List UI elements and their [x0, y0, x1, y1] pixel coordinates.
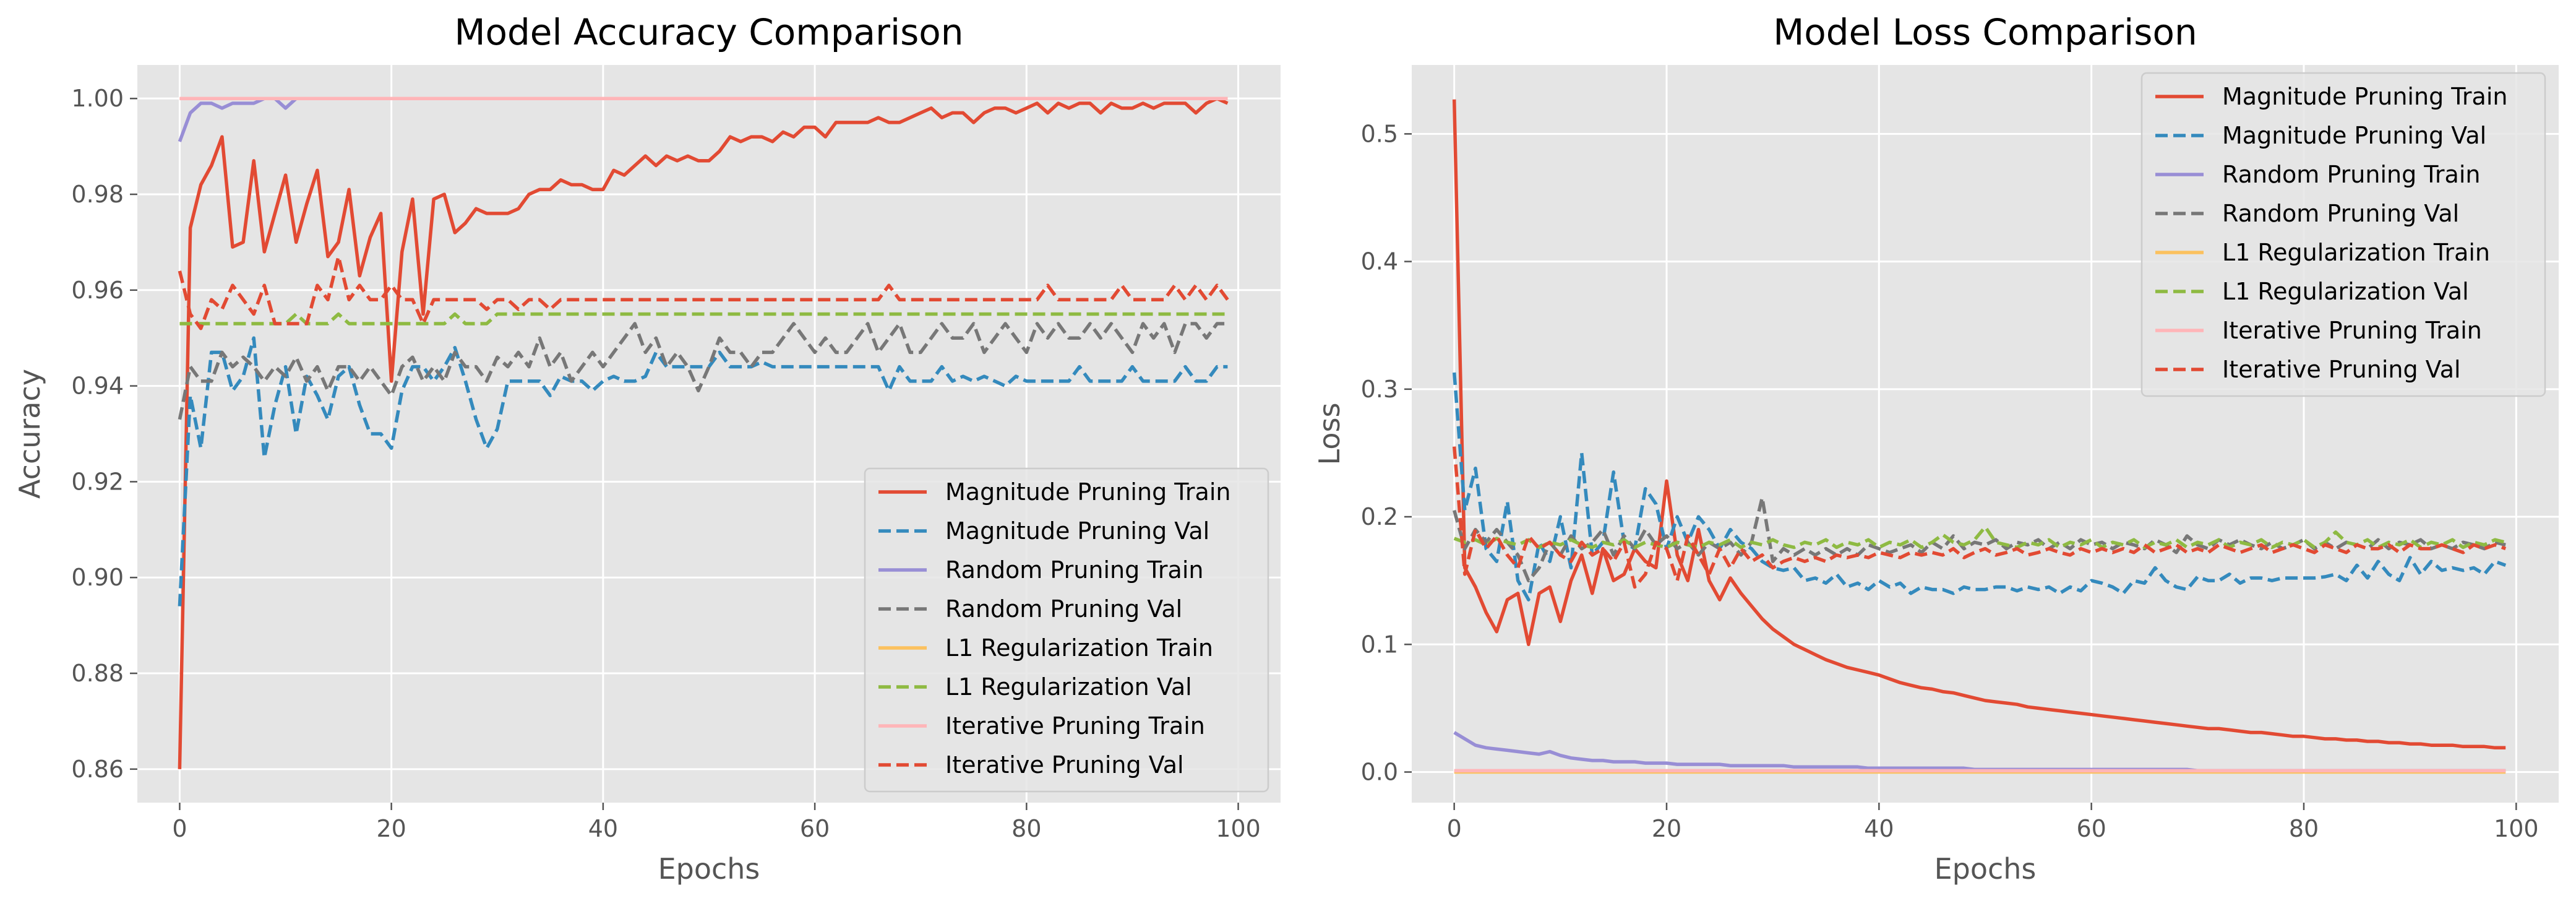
legend-label-random-pruning-train: Random Pruning Train	[945, 556, 1203, 584]
series-line-iterative-pruning-val	[178, 254, 1229, 330]
series-line-l1-regularization-val	[1453, 525, 2506, 550]
x-tick-label: 60	[800, 815, 830, 842]
series-line-iterative-pruning-val	[1452, 446, 2507, 589]
legend-label-magnitude-pruning-train: Magnitude Pruning Train	[945, 478, 1230, 506]
x-tick-label: 80	[2289, 815, 2319, 842]
series-line-l1-regularization-val	[179, 312, 1228, 326]
y-tick-label: 0.86	[71, 756, 124, 783]
y-tick-label: 0.5	[1361, 120, 1398, 147]
y-tick-label: 0.1	[1361, 631, 1398, 658]
y-tick-label: 0.92	[71, 468, 124, 495]
legend-label-magnitude-pruning-train: Magnitude Pruning Train	[2222, 83, 2507, 110]
y-axis-label: Loss	[1313, 403, 1346, 465]
legend-label-iterative-pruning-val: Iterative Pruning Val	[2222, 356, 2461, 383]
x-tick-label: 100	[1216, 815, 1261, 842]
x-tick-label: 60	[2076, 815, 2106, 842]
legend-label-iterative-pruning-train: Iterative Pruning Train	[2222, 317, 2482, 344]
x-tick-label: 0	[172, 815, 187, 842]
legend-label-iterative-pruning-train: Iterative Pruning Train	[945, 712, 1205, 740]
legend-label-l1-regularization-val: L1 Regularization Val	[2222, 278, 2469, 305]
x-tick-label: 80	[1011, 815, 1041, 842]
y-tick-label: 0.90	[71, 564, 124, 591]
x-tick-label: 0	[1447, 815, 1462, 842]
legend: Magnitude Pruning Train Magnitude Pruning…	[864, 467, 1269, 793]
legend-label-l1-regularization-val: L1 Regularization Val	[945, 673, 1192, 701]
chart-title: Model Accuracy Comparison	[454, 11, 963, 53]
y-axis-label: Accuracy	[13, 369, 46, 499]
y-tick-label: 0.96	[71, 277, 124, 304]
x-tick-label: 40	[588, 815, 618, 842]
legend-label-iterative-pruning-val: Iterative Pruning Val	[945, 751, 1184, 779]
x-tick-label: 20	[1652, 815, 1681, 842]
y-tick-label: 0.94	[71, 373, 124, 400]
y-tick-label: 0.98	[71, 181, 124, 208]
series-lines	[178, 97, 1229, 769]
y-tick-label: 0.88	[71, 660, 124, 687]
y-tick-label: 1.00	[71, 85, 124, 112]
series-lines	[1452, 99, 2507, 774]
accuracy-chart: 0 20 40 60 80 100 0.86 0.88 0.90 0.92 0.94 0.96 0.98…	[13, 11, 1281, 886]
series-line-magnitude-pruning-val	[178, 336, 1228, 606]
x-axis-label: Epochs	[1934, 852, 2037, 886]
y-tick-label: 0.3	[1361, 376, 1398, 403]
chart-title: Model Loss Comparison	[1773, 11, 2197, 53]
legend: Magnitude Pruning Train Magnitude Pruning…	[2140, 72, 2546, 397]
x-tick-label: 40	[1864, 815, 1894, 842]
legend-label-l1-regularization-train: L1 Regularization Train	[2222, 239, 2490, 266]
y-tick-label: 0.4	[1361, 248, 1398, 275]
y-tick-label: 0.2	[1361, 503, 1398, 530]
legend-label-magnitude-pruning-val: Magnitude Pruning Val	[2222, 122, 2486, 149]
legend-label-magnitude-pruning-val: Magnitude Pruning Val	[945, 517, 1209, 545]
series-line-random-pruning-val	[178, 322, 1228, 420]
legend-label-random-pruning-train: Random Pruning Train	[2222, 161, 2480, 188]
legend-box	[2140, 72, 2546, 397]
series-line-magnitude-pruning-train	[178, 97, 1229, 769]
x-tick-label: 100	[2494, 815, 2539, 842]
legend-label-random-pruning-val: Random Pruning Val	[2222, 200, 2459, 227]
y-tick-label: 0.0	[1361, 759, 1398, 786]
loss-chart: 0 20 40 60 80 100 0.0 0.1 0.2 0.3 0.4 0.5 Model Loss…	[1313, 11, 2559, 886]
x-tick-label: 20	[376, 815, 406, 842]
legend-label-l1-regularization-train: L1 Regularization Train	[945, 634, 1213, 662]
legend-label-random-pruning-val: Random Pruning Val	[945, 595, 1182, 623]
x-axis-label: Epochs	[658, 852, 760, 886]
legend-box	[864, 467, 1269, 793]
series-line-magnitude-pruning-val	[1452, 372, 2507, 602]
